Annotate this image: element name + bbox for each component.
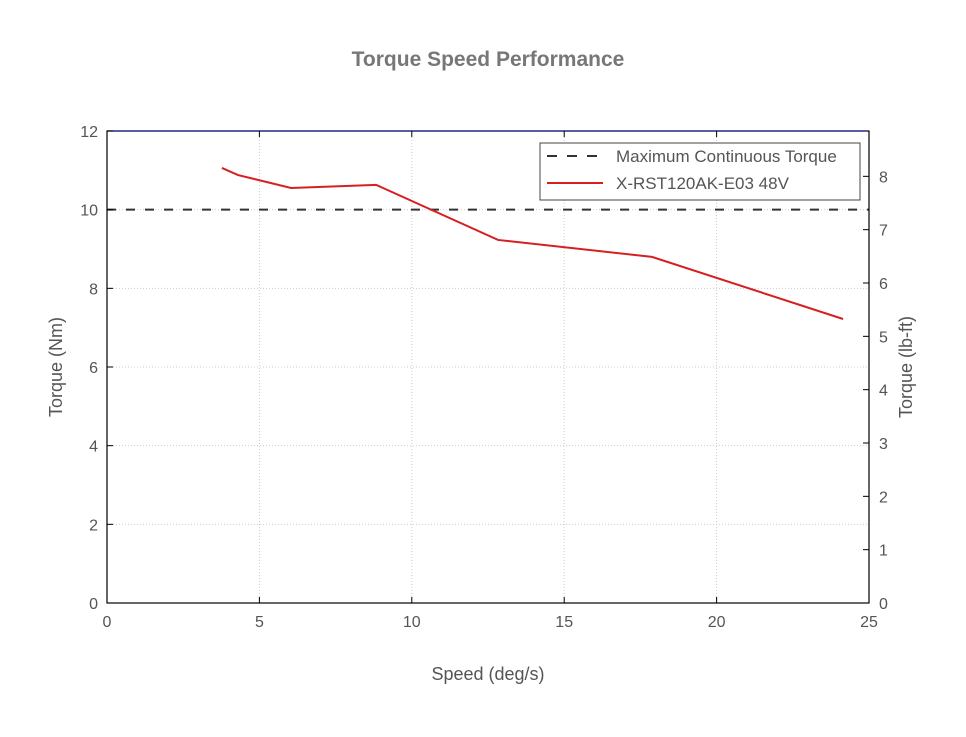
legend: Maximum Continuous Torque X-RST120AK-E03… [540, 143, 860, 200]
y-tick-label: 4 [89, 439, 98, 456]
y2-tick-label: 2 [879, 489, 888, 506]
legend-label-1: X-RST120AK-E03 48V [616, 174, 790, 193]
x-tick-label: 20 [708, 614, 726, 631]
y-tick-label: 12 [80, 124, 98, 141]
x-tick-label: 5 [255, 614, 264, 631]
y2-tick-label: 6 [879, 276, 888, 293]
y2-tick-label: 5 [879, 329, 888, 346]
y-tick-label: 8 [89, 281, 98, 298]
y-tick-label: 0 [89, 596, 98, 613]
x-axis: 0 5 10 15 20 25 [103, 131, 878, 631]
y-axis: 0 2 4 6 8 10 12 [80, 124, 113, 613]
y2-tick-label: 1 [879, 543, 888, 560]
y2-tick-label: 0 [879, 596, 888, 613]
x-tick-label: 15 [555, 614, 573, 631]
y-axis-label: Torque (Nm) [46, 317, 66, 417]
y2-tick-label: 8 [879, 169, 888, 186]
y2-axis-label: Torque (lb-ft) [896, 316, 916, 418]
x-axis-label: Speed (deg/s) [431, 664, 544, 684]
y2-tick-label: 3 [879, 436, 888, 453]
y-tick-label: 6 [89, 360, 98, 377]
legend-label-0: Maximum Continuous Torque [616, 147, 837, 166]
y-tick-label: 10 [80, 203, 98, 220]
x-tick-label: 0 [103, 614, 112, 631]
x-tick-label: 25 [860, 614, 878, 631]
y-tick-label: 2 [89, 517, 98, 534]
y2-tick-label: 7 [879, 223, 888, 240]
x-tick-label: 10 [403, 614, 421, 631]
chart-title: Torque Speed Performance [352, 48, 625, 71]
y2-tick-label: 4 [879, 383, 888, 400]
grid [107, 131, 869, 603]
y2-axis: 0 1 2 3 4 5 6 7 8 [863, 169, 888, 613]
